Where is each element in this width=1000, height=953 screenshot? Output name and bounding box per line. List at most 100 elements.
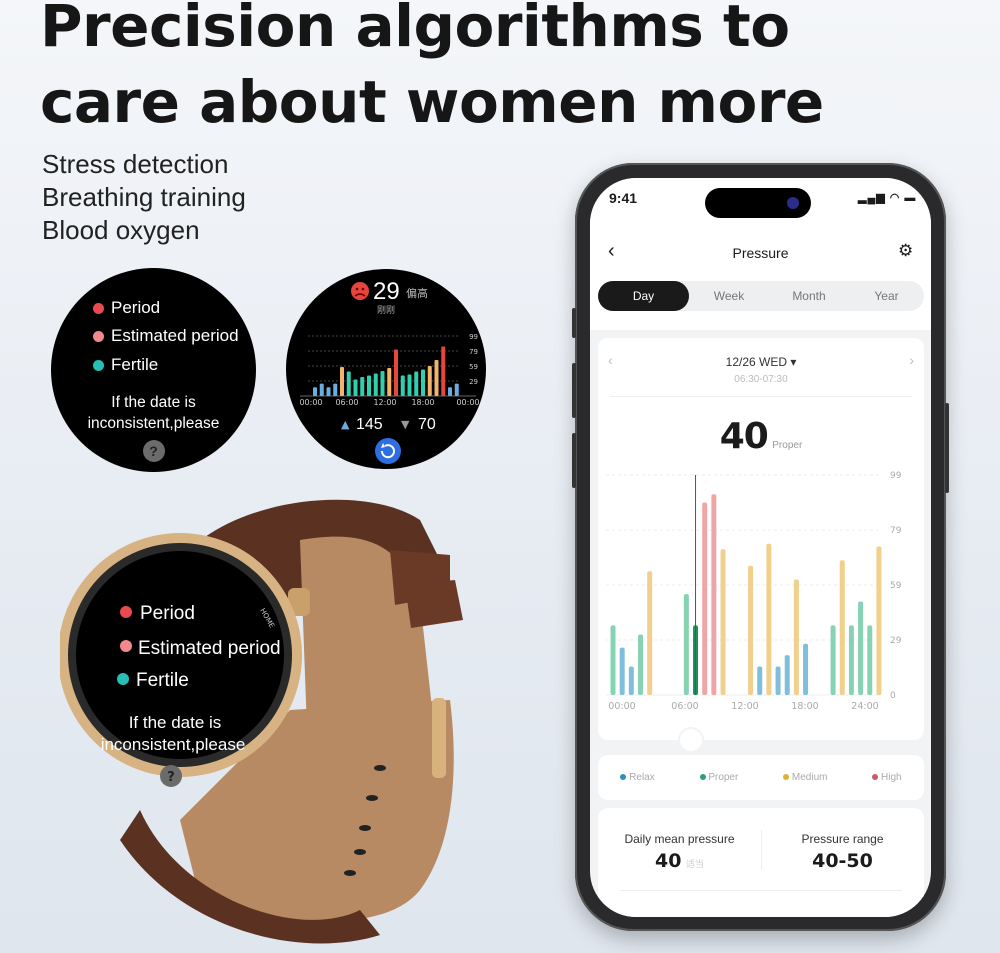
min-value: 70: [418, 416, 436, 433]
sad-face-icon: [351, 282, 369, 300]
legend-label: Period: [140, 603, 195, 624]
bar: [711, 494, 717, 695]
stress-status: 偏高: [406, 286, 428, 300]
bar: [683, 594, 689, 695]
bar: [748, 565, 754, 695]
current-reading: 40 Proper: [598, 416, 924, 457]
bar: [326, 387, 331, 396]
tab-day[interactable]: Day: [598, 281, 689, 311]
phone-screen: 9:41 ▂▄▆ ◠ ▬ ‹ Pressure ⚙ Day Week Month…: [590, 178, 931, 917]
tab-year[interactable]: Year: [874, 289, 899, 303]
min-arrow-icon: ▼: [401, 418, 410, 431]
side-button: [572, 308, 576, 338]
watch-cycle-screen: Period Estimated period Fertile If the d…: [51, 268, 256, 472]
max-value: 145: [356, 416, 383, 433]
time-range: 06:30-07:30: [734, 374, 788, 385]
y-tick-label: 79: [469, 348, 478, 356]
bar: [400, 375, 405, 396]
daily-mean-value: 40: [655, 850, 682, 872]
y-tick-label: 99: [890, 471, 902, 481]
help-icon[interactable]: ?: [142, 440, 165, 462]
bar: [333, 383, 338, 396]
range-value: 40-50: [812, 850, 873, 872]
divider: [761, 830, 762, 870]
x-tick-label: 00:00: [608, 701, 635, 712]
tab-month[interactable]: Month: [792, 289, 826, 303]
bar: [394, 349, 398, 396]
message-line: If the date is: [129, 713, 222, 732]
legend-proper: Proper: [699, 772, 739, 783]
x-tick-label: 12:00: [731, 701, 758, 712]
bar: [340, 367, 344, 396]
bar: [360, 377, 365, 396]
x-tick-label: 18:00: [411, 398, 434, 407]
message-line: inconsistent,please: [101, 735, 246, 754]
legend-high: High: [872, 772, 902, 783]
bar: [414, 371, 419, 396]
bar: [702, 502, 708, 695]
refresh-icon[interactable]: [375, 438, 401, 464]
bar: [454, 383, 459, 396]
tab-week[interactable]: Week: [713, 289, 745, 303]
feature-list: Stress detection Breathing training Bloo…: [42, 148, 246, 247]
headline-line1: Precision algorithms to: [40, 0, 790, 60]
stress-value: 29: [373, 278, 400, 305]
bar: [619, 647, 625, 695]
x-tick-label: 24:00: [851, 701, 878, 712]
fertile-dot-icon: [93, 359, 104, 371]
crown[interactable]: [288, 588, 310, 616]
next-day-icon[interactable]: ›: [909, 352, 914, 368]
legend-label: Proper: [708, 772, 739, 783]
x-tick-label: 00:00: [456, 398, 479, 407]
bar: [610, 625, 616, 695]
x-tick-label: 00:00: [299, 398, 322, 407]
back-icon[interactable]: ‹: [608, 240, 615, 262]
stress-subtitle: 刚刚: [377, 305, 395, 316]
help-icon[interactable]: [160, 765, 182, 787]
legend-medium: Medium: [783, 772, 827, 783]
legend-period: Period: [93, 298, 160, 318]
dynamic-island: [705, 188, 811, 218]
daily-mean: 40 适当: [598, 850, 761, 872]
y-tick-label: 29: [469, 378, 478, 386]
legend-relax: Relax: [620, 772, 655, 783]
bar: [346, 371, 351, 396]
legend-label: Fertile: [111, 355, 159, 374]
legend-label: Relax: [629, 772, 655, 783]
volume-up-button: [572, 363, 576, 418]
message-line: If the date is: [111, 394, 196, 411]
daily-mean-label: Daily mean pressure: [624, 832, 735, 846]
y-tick-label: 59: [890, 581, 902, 591]
bar: [867, 625, 873, 695]
bar: [647, 571, 653, 695]
bar: [628, 666, 634, 695]
bar: [407, 374, 412, 396]
page-title: Pressure: [732, 245, 789, 261]
gear-icon[interactable]: ⚙: [898, 241, 914, 260]
legend-fertile: Fertile: [93, 355, 158, 375]
bar: [757, 666, 763, 695]
bar: [876, 546, 882, 695]
legend-label: Estimated period: [138, 638, 281, 659]
legend-label: High: [881, 772, 902, 783]
date-selector[interactable]: 12/26 WED ▾: [725, 355, 797, 369]
smartwatch-image: HOME Period Estimated period Fertile If …: [60, 499, 463, 944]
x-tick-label: 18:00: [791, 701, 818, 712]
range-label: Pressure range: [801, 832, 884, 846]
bar: [380, 371, 385, 396]
headline: Precision algorithms to care about women…: [40, 0, 824, 140]
y-tick-label: 0: [890, 691, 896, 701]
headline-line2: care about women more: [40, 68, 824, 136]
legend: Relax Proper Medium High: [598, 755, 924, 800]
x-tick-label: 12:00: [373, 398, 396, 407]
bar: [434, 360, 439, 396]
bar: [638, 634, 644, 695]
max-arrow-icon: ▲: [341, 418, 350, 431]
period-dot-icon: [93, 302, 104, 314]
feature-item: Stress detection: [42, 149, 229, 179]
bar: [784, 655, 790, 695]
x-tick-label: 06:00: [671, 701, 698, 712]
prev-day-icon[interactable]: ‹: [608, 352, 613, 368]
chart-scroll-handle[interactable]: [680, 729, 702, 751]
pressure-chart[interactable]: 99 79 59 29 0 00:00 06:00 12:00 18:00 24:00: [598, 338, 924, 740]
